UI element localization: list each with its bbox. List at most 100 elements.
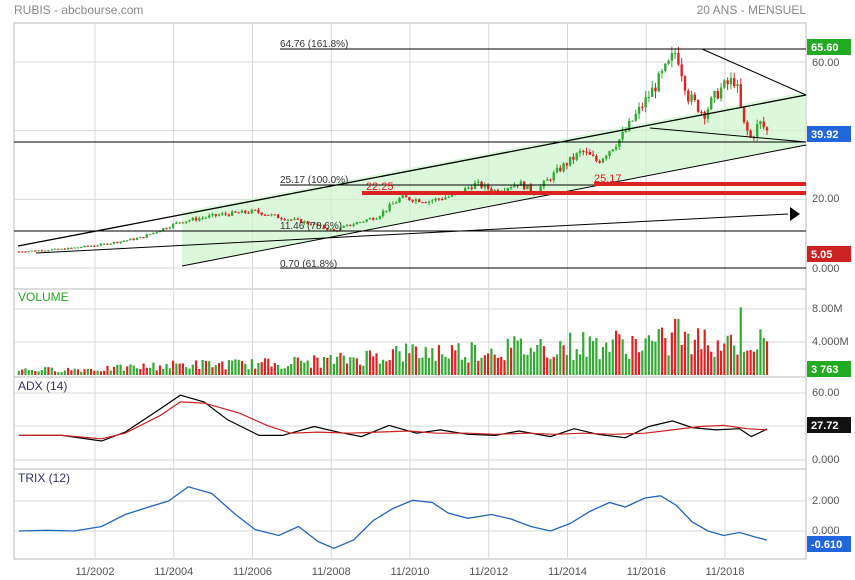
volume-bar-178	[601, 346, 605, 375]
candle-body-198	[667, 60, 670, 64]
volume-bar-72	[254, 368, 257, 375]
volume-bar-84	[293, 356, 296, 375]
badge-volume	[807, 361, 851, 377]
trix-series	[18, 486, 768, 550]
volume-bar-120	[411, 344, 414, 375]
chart-period: 20 ANS - MENSUEL	[697, 3, 807, 17]
volume-bar-152	[516, 340, 519, 375]
volume-bar-143	[487, 353, 490, 375]
volume-bar-138	[470, 342, 473, 375]
volume-bar-187	[631, 336, 634, 375]
candle-body-136	[463, 187, 467, 193]
volume-bar-203	[683, 331, 687, 375]
volume-bar-221	[742, 351, 746, 375]
candle-body-189	[637, 106, 641, 114]
volume-bar-5	[34, 370, 37, 375]
volume-bar-94	[326, 357, 329, 375]
volume-bar-166	[562, 345, 565, 375]
candle-body-74	[260, 212, 263, 215]
candle-body-44	[162, 228, 165, 232]
candle-body-225	[755, 124, 759, 138]
candle-body-220	[739, 84, 742, 107]
volume-bar-161	[546, 357, 549, 375]
candle-body-42	[155, 232, 158, 234]
candle-body-20	[83, 245, 86, 248]
volume-bar-54	[194, 360, 198, 375]
candle-body-201	[677, 53, 680, 65]
candle-body-80	[280, 218, 283, 220]
candle-body-214	[719, 87, 723, 99]
adx-tick-60: 60.00	[812, 387, 840, 399]
volume-bar-156	[529, 347, 532, 375]
candle-body-178	[601, 158, 605, 163]
volume-bar-32	[122, 370, 125, 375]
candle-body-111	[381, 211, 385, 217]
candle-body-206	[693, 94, 697, 101]
candle-body-38	[142, 237, 145, 239]
candle-body-127	[434, 198, 437, 201]
volume-bar-219	[736, 354, 739, 375]
volume-bar-127	[434, 360, 437, 375]
volume-bar-25	[99, 371, 103, 375]
volume-bar-205	[690, 354, 693, 375]
candle-body-126	[431, 200, 434, 202]
candle-body-137	[467, 187, 470, 189]
candle-body-173	[585, 151, 588, 153]
candle-body-95	[329, 229, 332, 231]
candle-body-2	[24, 251, 27, 253]
volume-bar-135	[460, 359, 463, 375]
volume-bar-51	[185, 367, 188, 375]
candle-body-204	[687, 90, 690, 102]
candle-body-183	[618, 139, 621, 147]
trend-lines	[14, 48, 807, 269]
candle-body-31	[119, 241, 122, 243]
candle-body-195	[657, 73, 660, 92]
candle-body-203	[683, 76, 687, 91]
volume-bar-88	[306, 360, 309, 375]
candle-body-79	[276, 214, 280, 219]
volume-bar-144	[490, 348, 493, 375]
badge-trix-label: -0.610	[811, 539, 842, 551]
candle-body-114	[391, 203, 395, 205]
volume-bar-36	[135, 368, 139, 375]
candle-body-180	[608, 151, 611, 156]
candle-body-69	[244, 210, 247, 213]
volume-bar-27	[106, 365, 109, 375]
x-tick-11-2004: 11/2004	[154, 566, 193, 578]
volume-bar-26	[103, 370, 106, 375]
candle-body-177	[598, 160, 601, 163]
volume-bar-100	[345, 363, 349, 375]
adx-title: ADX (14)	[18, 379, 67, 393]
volume-bar-212	[713, 356, 716, 375]
candle-body-67	[237, 212, 240, 214]
volume-bar-189	[637, 352, 641, 375]
candle-body-149	[506, 188, 509, 191]
volume-bar-148	[503, 360, 506, 375]
candle-body-112	[385, 210, 388, 212]
volume-bar-13	[60, 372, 63, 375]
volume-bar-41	[152, 362, 155, 375]
candle-body-56	[201, 217, 204, 219]
candle-body-82	[286, 219, 290, 221]
candle-body-12	[57, 248, 60, 250]
candle-body-5	[34, 250, 37, 252]
candle-body-159	[539, 186, 542, 193]
volume-bar-167	[565, 354, 568, 375]
candle-body-140	[477, 181, 480, 183]
volume-bar-30	[116, 364, 119, 375]
volume-bar-53	[191, 364, 194, 375]
fib-label-61: 0.70 (61.8%)	[280, 259, 337, 270]
volume-bar-192	[647, 335, 650, 375]
volume-title: VOLUME	[18, 290, 69, 304]
volume-bar-91	[316, 357, 319, 375]
candle-body-169	[572, 156, 575, 160]
candle-body-179	[605, 155, 608, 159]
candle-body-60	[214, 214, 217, 216]
trix-title: TRIX (12)	[18, 471, 70, 485]
candle-body-153	[519, 181, 523, 186]
volume-bar-19	[80, 371, 83, 375]
candle-body-14	[63, 248, 67, 250]
x-tick-11-2012: 11/2012	[469, 566, 508, 578]
volume-bar-183	[618, 334, 621, 375]
